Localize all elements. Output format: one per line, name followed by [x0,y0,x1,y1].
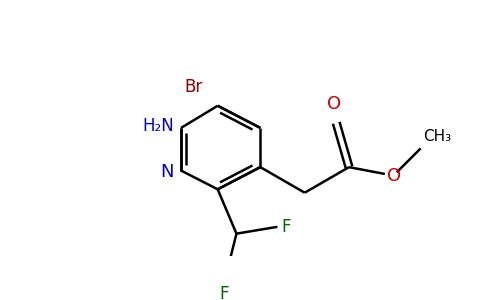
Text: O: O [328,94,342,112]
Text: F: F [220,285,229,300]
Text: N: N [161,163,174,181]
Text: CH₃: CH₃ [423,129,452,144]
Text: O: O [387,167,401,185]
Text: H₂N: H₂N [142,117,174,135]
Text: Br: Br [184,77,202,95]
Text: F: F [282,218,291,236]
